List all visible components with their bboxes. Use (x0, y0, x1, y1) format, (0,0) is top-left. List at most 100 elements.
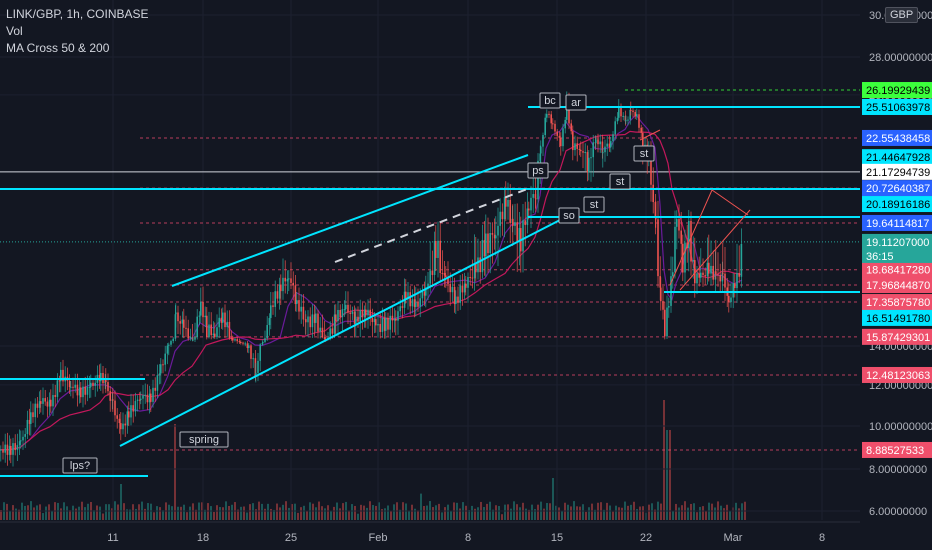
price-tag-label[interactable]: 17.35875780 (866, 297, 930, 309)
y-tick-label[interactable]: 6.00000000 (869, 506, 927, 518)
candle-body (636, 114, 638, 117)
x-tick-label[interactable]: Mar (724, 532, 743, 544)
candle-body (507, 199, 509, 207)
price-tag-bg[interactable] (862, 261, 932, 278)
x-tick-label[interactable]: 25 (285, 532, 297, 544)
candle-body (710, 265, 712, 274)
x-tick-label[interactable]: 8 (819, 532, 825, 544)
volume-bar (603, 509, 605, 520)
indicator-vol[interactable]: Vol (6, 24, 23, 38)
candle-body (48, 399, 51, 407)
price-tag-label[interactable]: 17.96844870 (866, 280, 930, 292)
price-tag-bg[interactable] (862, 328, 932, 345)
price-tag-label[interactable]: 19.64114817 (866, 218, 929, 230)
price-tag-label[interactable]: 21.44647928 (866, 152, 930, 164)
x-tick-label[interactable]: 8 (465, 532, 471, 544)
price-tag-bg[interactable] (862, 82, 932, 99)
volume-bar (594, 509, 596, 520)
candle-body (140, 398, 142, 400)
price-tag-bg[interactable] (862, 309, 932, 326)
y-tick-label[interactable]: 8.00000000 (869, 464, 927, 476)
price-tag-bg[interactable] (862, 366, 932, 383)
candle-body (100, 372, 102, 382)
price-tag-label[interactable]: 20.18916186 (866, 199, 930, 211)
x-tick-label[interactable]: Feb (369, 532, 388, 544)
volume-bar (507, 504, 509, 520)
price-tag-label[interactable]: 22.55438458 (866, 133, 930, 145)
price-tag-label[interactable]: 18.68417280 (866, 265, 930, 277)
countdown-label[interactable]: 36:15 (866, 251, 894, 263)
volume-bar (312, 503, 314, 520)
x-tick-label[interactable]: 15 (551, 532, 563, 544)
volume-bar (42, 513, 44, 520)
candle-body (62, 369, 64, 382)
candle-body (650, 150, 652, 185)
y-axis[interactable]: 30.0000000028.0000000026.0000000014.0000… (862, 10, 932, 518)
volume-bar (276, 503, 278, 520)
volume-bar (636, 509, 638, 520)
volume-bar (663, 400, 665, 520)
price-tag-bg[interactable] (862, 163, 932, 180)
volume-bar (189, 506, 191, 520)
candle-body (702, 272, 704, 276)
candle-body (570, 123, 572, 132)
price-tag-bg[interactable] (862, 214, 932, 231)
candle-body (70, 386, 72, 388)
volume-bar (459, 508, 461, 520)
price-tag-bg[interactable] (862, 233, 932, 250)
price-tag-label[interactable]: 20.72640387 (866, 183, 930, 195)
x-tick-label[interactable]: 22 (640, 532, 652, 544)
price-tag-label[interactable]: 19.11207000 (866, 237, 929, 249)
y-tick-label[interactable]: 10.00000000 (869, 421, 932, 433)
price-tag-bg[interactable] (862, 196, 932, 213)
candle-body (439, 240, 441, 273)
candle-body (12, 443, 14, 455)
price-tag-label[interactable]: 15.87429301 (866, 332, 930, 344)
price-tag-bg[interactable] (862, 129, 932, 146)
candle-body (463, 283, 466, 293)
volume-bar (738, 508, 740, 520)
y-tick-label[interactable]: 28.00000000 (869, 52, 932, 64)
candle-body (629, 110, 631, 120)
price-tag-label[interactable]: 26.19929439 (866, 85, 930, 97)
price-tag-bg[interactable] (862, 277, 932, 294)
candle-body (189, 337, 192, 339)
price-tag-label[interactable]: 8.88527533 (866, 445, 924, 457)
candle-body (459, 285, 461, 303)
price-tag-bg[interactable] (862, 149, 932, 166)
candle-body (425, 287, 427, 296)
volume-bar (477, 507, 479, 520)
price-tag-bg[interactable] (862, 294, 932, 311)
volume-bar (534, 509, 536, 520)
price-tag-label[interactable]: 12.48123063 (866, 370, 930, 382)
price-tag-bg[interactable] (862, 180, 932, 197)
x-axis[interactable]: 11 18 25 Feb 8 15 22 Mar 8 (0, 521, 860, 544)
indicator-ma-cross[interactable]: MA Cross 50 & 200 (6, 41, 110, 55)
price-tag-bg[interactable] (862, 98, 932, 115)
price-tag-label[interactable]: 25.51063978 (866, 102, 930, 114)
candle-body (574, 143, 576, 151)
countdown-bg[interactable] (862, 248, 932, 263)
candle-body (58, 380, 61, 382)
symbol-title[interactable]: LINK/GBP, 1h, COINBASE (6, 7, 149, 21)
candle-body (712, 265, 714, 280)
price-tag-label[interactable]: 16.51491780 (866, 313, 930, 325)
x-tick-label[interactable]: 18 (197, 532, 209, 544)
volume-bar (501, 514, 503, 520)
volume-bar (471, 505, 473, 520)
price-tag-bg[interactable] (862, 441, 932, 458)
volume-bar (228, 505, 230, 520)
candle-body (216, 327, 218, 338)
price-tag-label[interactable]: 21.17294739 (866, 167, 930, 179)
candle-body (379, 323, 381, 332)
x-tick-label[interactable]: 11 (107, 532, 118, 544)
candle-body (278, 284, 281, 299)
candle-body (142, 395, 144, 399)
currency-button[interactable]: GBP (885, 7, 919, 23)
volume-bar (372, 505, 374, 520)
candle-body (16, 445, 19, 451)
volume-bar (726, 504, 728, 520)
candle-body (228, 321, 231, 339)
